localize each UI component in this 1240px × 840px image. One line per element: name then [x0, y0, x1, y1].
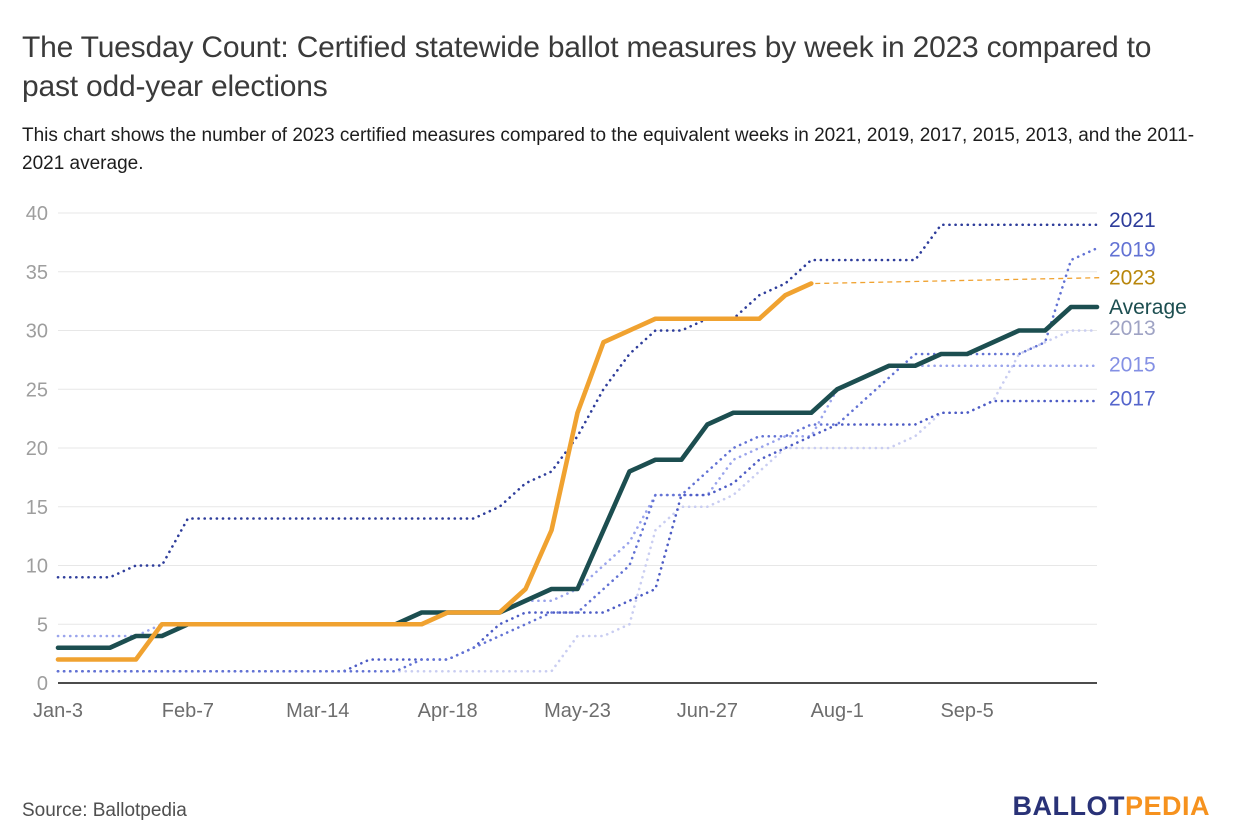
- series-line-2017: [56, 399, 1099, 673]
- x-axis-label: Jan-3: [33, 700, 83, 722]
- series-label-2013: 2013: [1109, 317, 1156, 340]
- y-axis-label: 10: [26, 556, 48, 578]
- series-label-2019: 2019: [1109, 239, 1156, 262]
- x-axis-label: Mar-14: [286, 700, 349, 722]
- y-axis-label: 5: [37, 614, 48, 636]
- chart-subtitle: This chart shows the number of 2023 cert…: [22, 125, 1195, 174]
- x-axis-label: Jun-27: [677, 700, 738, 722]
- series-label-2021: 2021: [1109, 209, 1156, 232]
- series-label-2023: 2023: [1109, 267, 1156, 290]
- logo-part-ballot: BALLOT: [1012, 791, 1125, 821]
- series-label-average: Average: [1109, 296, 1187, 319]
- series-line-2013: [56, 329, 1099, 673]
- x-axis-label: Sep-5: [940, 700, 993, 722]
- series-label-2015: 2015: [1109, 354, 1156, 377]
- y-axis-label: 20: [26, 438, 48, 460]
- x-axis-label: Aug-1: [811, 700, 864, 722]
- y-axis-label: 35: [26, 262, 48, 284]
- y-axis-label: 40: [26, 203, 48, 225]
- y-axis-label: 15: [26, 497, 48, 519]
- y-axis-label: 30: [26, 321, 48, 343]
- series-label-2017: 2017: [1109, 388, 1156, 411]
- series-line-2023: [55, 281, 814, 662]
- series-line-2019: [56, 247, 1099, 673]
- source-text: Source: Ballotpedia: [22, 800, 187, 821]
- x-axis-label: May-23: [544, 700, 611, 722]
- x-axis-label: Apr-18: [418, 700, 478, 722]
- series-line-2021: [56, 223, 1099, 579]
- footer: Source: Ballotpedia BALLOTPEDIA: [22, 791, 1210, 822]
- y-axis-label: 25: [26, 379, 48, 401]
- label-leader-2023: [815, 277, 1104, 285]
- y-axis-label: 0: [37, 673, 48, 695]
- line-chart: 0 5 10 15 20 25 30 35 40 Jan-3 Feb-7 Mar-14 Apr-18 Ma…: [26, 203, 1187, 722]
- x-axis-label: Feb-7: [162, 700, 214, 722]
- logo-part-pedia: PEDIA: [1124, 791, 1210, 821]
- series-line-average: [55, 304, 1100, 651]
- ballotpedia-logo: BALLOTPEDIA: [1012, 791, 1210, 822]
- chart-title: The Tuesday Count: Certified statewide b…: [22, 31, 1152, 103]
